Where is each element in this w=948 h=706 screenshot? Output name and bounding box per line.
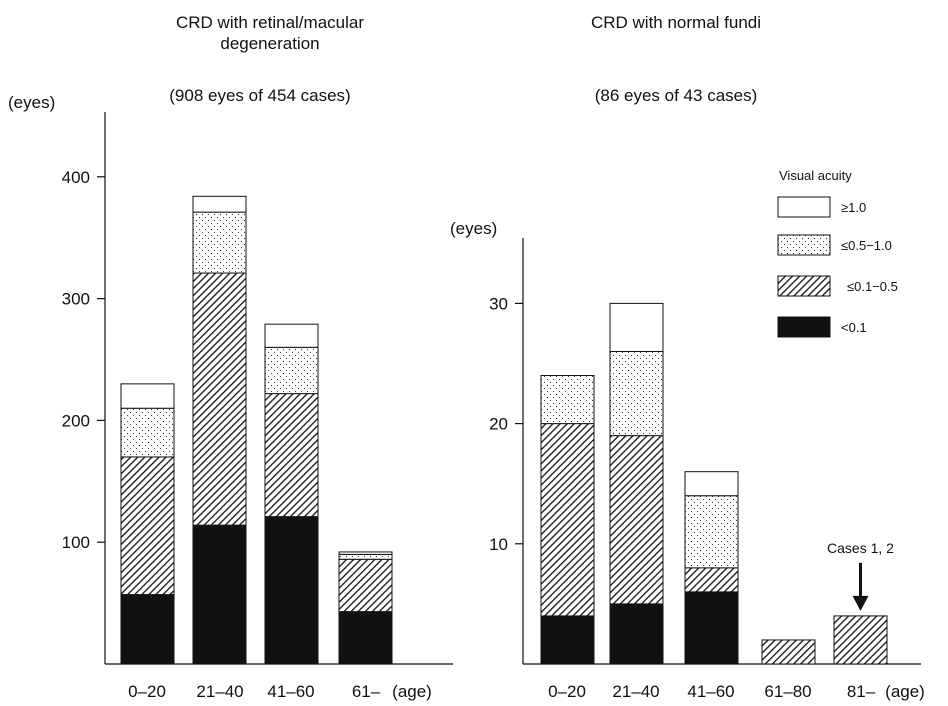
bar-segment-d01 bbox=[761, 639, 816, 665]
bar-segment-ge10 bbox=[338, 551, 393, 555]
bar-segment-lt01 bbox=[338, 611, 393, 665]
legend-swatch-lt01 bbox=[777, 316, 831, 338]
legend: Visual acuity ≥1.0 ≤0.5−1.0 ≤0.1−0.5 <0.… bbox=[777, 168, 898, 338]
bar-segment-d05 bbox=[609, 350, 664, 437]
bar-segment-ge10 bbox=[192, 195, 247, 213]
bar-segment-d05 bbox=[338, 553, 393, 560]
legend-swatch-ge10 bbox=[777, 196, 831, 218]
x-axis-label: (age) bbox=[885, 682, 925, 701]
bar-segment-d01 bbox=[120, 456, 175, 596]
left-chart-subtitle: (908 eyes of 454 cases) bbox=[169, 86, 350, 105]
bar-segment-d01 bbox=[540, 423, 595, 617]
legend-label-lt01: <0.1 bbox=[841, 320, 867, 335]
bar-segment-d05 bbox=[192, 211, 247, 274]
annotation-arrow-head bbox=[852, 595, 869, 611]
right-chart-subtitle: (86 eyes of 43 cases) bbox=[595, 86, 758, 105]
right-y-axis-label: (eyes) bbox=[450, 219, 497, 238]
bar-segment-d01 bbox=[264, 393, 319, 518]
x-tick-label: 61–80 bbox=[764, 682, 811, 701]
bar-segment-lt01 bbox=[540, 615, 595, 665]
bar-segment-lt01 bbox=[192, 524, 247, 665]
bar-segment-ge10 bbox=[609, 302, 664, 352]
bar-segment-lt01 bbox=[609, 603, 664, 665]
x-tick-label: 21–40 bbox=[612, 682, 659, 701]
bar-segment-d01 bbox=[192, 272, 247, 526]
x-tick-label: 41–60 bbox=[687, 682, 734, 701]
bar-segment-ge10 bbox=[264, 323, 319, 348]
left-plot: 100 200 300 400 0–20 21–40 41–60 61– (age) bbox=[62, 112, 453, 701]
x-tick-label: 21–40 bbox=[196, 682, 243, 701]
bar-segment-d01 bbox=[833, 615, 888, 665]
legend-label-ge10: ≥1.0 bbox=[841, 200, 866, 215]
legend-title: Visual acuity bbox=[779, 168, 852, 183]
bar-segment-d01 bbox=[338, 558, 393, 613]
annotation-label: Cases 1, 2 bbox=[827, 540, 894, 556]
bar-segment-d01 bbox=[609, 435, 664, 605]
y-tick-label: 300 bbox=[62, 290, 90, 309]
bar-segment-d05 bbox=[540, 375, 595, 425]
legend-swatch-d05 bbox=[777, 234, 831, 256]
bar-segment-d05 bbox=[120, 407, 175, 458]
bar-segment-ge10 bbox=[684, 471, 739, 497]
left-chart-title: CRD with retinal/macular degeneration bbox=[176, 13, 364, 53]
y-tick-label: 20 bbox=[489, 415, 508, 434]
x-tick-label: 0–20 bbox=[548, 682, 586, 701]
y-tick-label: 10 bbox=[489, 535, 508, 554]
bar-segment-d05 bbox=[684, 495, 739, 569]
x-tick-label: 0–20 bbox=[128, 682, 166, 701]
bar-segment-ge10 bbox=[120, 383, 175, 409]
bar-segment-d05 bbox=[264, 346, 319, 395]
bar-segment-lt01 bbox=[264, 516, 319, 665]
right-plot: 10 20 30 0–20 21–40 41–60 61–80 81– (age) Cases 1… bbox=[489, 238, 925, 701]
left-y-axis-label: (eyes) bbox=[8, 93, 55, 112]
legend-label-d05: ≤0.5−1.0 bbox=[841, 238, 892, 253]
legend-swatch-d01 bbox=[777, 275, 831, 297]
bar-segment-lt01 bbox=[120, 594, 175, 665]
legend-label-d01: ≤0.1−0.5 bbox=[847, 279, 898, 294]
right-chart-title: CRD with normal fundi bbox=[591, 13, 761, 32]
y-tick-label: 400 bbox=[62, 168, 90, 187]
x-axis-label: (age) bbox=[392, 682, 432, 701]
bar-segment-lt01 bbox=[684, 591, 739, 665]
y-tick-label: 200 bbox=[62, 411, 90, 430]
bar-segment-d01 bbox=[684, 567, 739, 593]
y-tick-label: 30 bbox=[489, 294, 508, 313]
y-tick-label: 100 bbox=[62, 533, 90, 552]
x-tick-label: 41–60 bbox=[267, 682, 314, 701]
x-tick-label: 61– bbox=[352, 682, 381, 701]
x-tick-label: 81– bbox=[847, 682, 876, 701]
